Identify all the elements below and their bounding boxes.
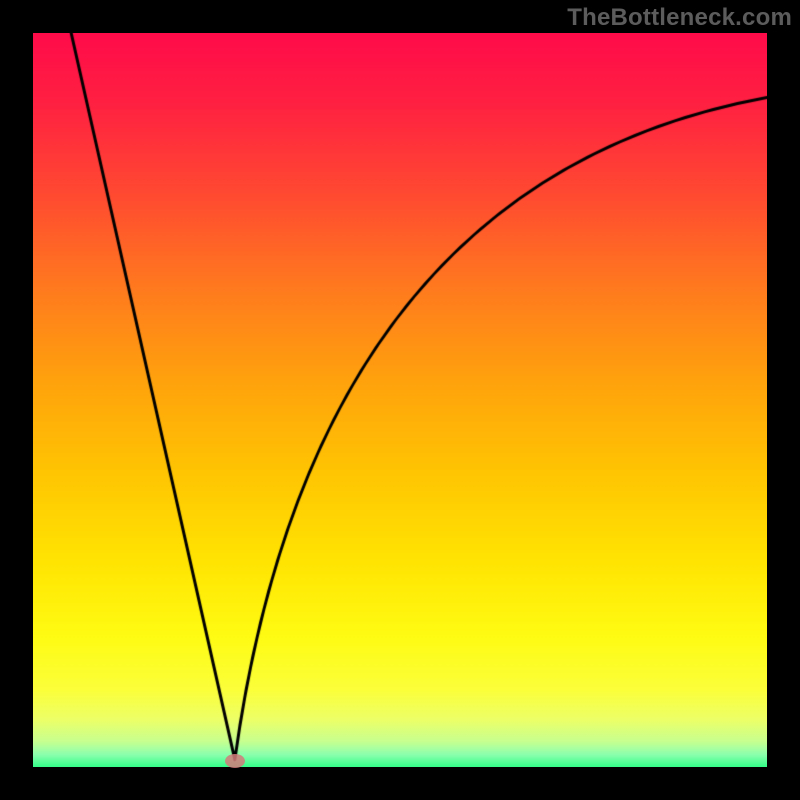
minimum-marker [225,754,245,768]
attribution-text: TheBottleneck.com [567,4,792,32]
bottleneck-curve-canvas [33,33,767,767]
chart-stage: { "attribution": { "text": "TheBottlenec… [0,0,800,800]
plot-area [33,33,767,767]
